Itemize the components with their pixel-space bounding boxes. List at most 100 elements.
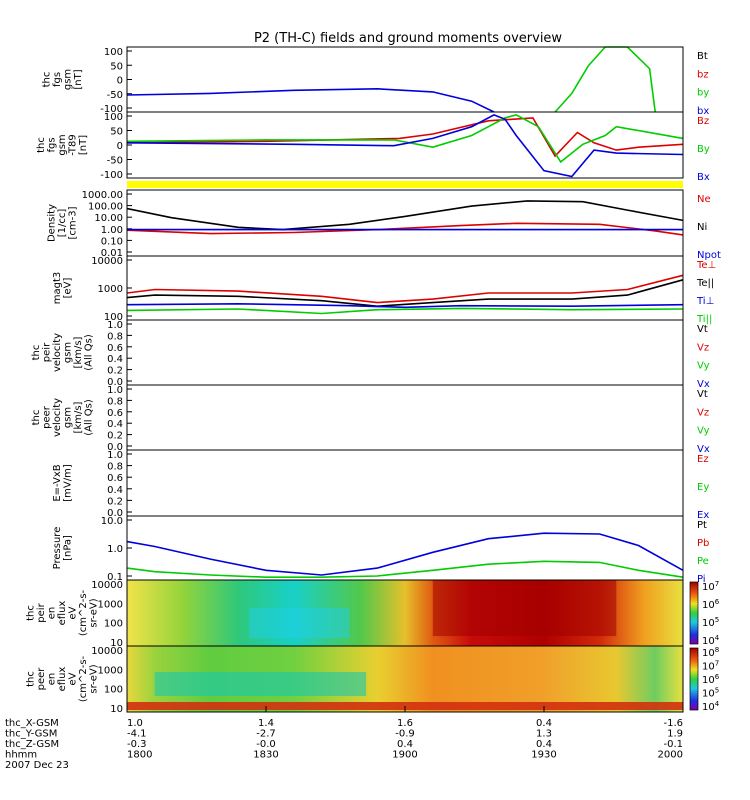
y-tick-label: 1000: [98, 665, 123, 676]
ylabel-line: thc: [26, 605, 37, 621]
series-line-Ne: [126, 222, 684, 236]
series-line-Bx: [126, 114, 684, 178]
series-line-by: [554, 46, 656, 113]
panel-peir_spec: thcpeirenefluxeV(cm^2-s-sr-eV)1000010001…: [26, 579, 720, 649]
ylabel-line: [km/s]: [73, 336, 84, 368]
ylabel-line: thc: [41, 72, 52, 88]
legend-entry: Ni: [697, 222, 707, 233]
panel-frame: [126, 111, 684, 179]
panel-density: Density[1/cc][cm-3]1000.00100.0010.001.0…: [47, 189, 721, 261]
legend-entry: Ey: [697, 482, 709, 493]
colorbar-exponent: 5: [715, 687, 719, 695]
colorbar-exponent: 6: [715, 673, 720, 681]
legend-entry: Vy: [697, 361, 710, 372]
y-tick-label: 0.1: [107, 572, 123, 583]
colorbar-label: 107: [702, 580, 719, 593]
x-row-value: -0.1: [663, 739, 683, 750]
x-row-value: 0.4: [397, 739, 413, 750]
legend-entry: Te⊥: [696, 260, 716, 271]
x-row-label: thc_Z-GSM: [5, 739, 59, 750]
ylabel-line: [nT]: [73, 69, 84, 89]
y-tick-label: 0.4: [107, 419, 123, 430]
panel-temperature: magt3[eV] 10000 1000 100 Te⊥ Te|| Ti⊥ Ti||: [52, 255, 716, 325]
colorbar-exponent: 5: [715, 616, 719, 624]
x-row-value: -4.1: [127, 729, 147, 740]
ylabel-line: en: [47, 673, 58, 686]
ylabel-line: Pressure: [52, 527, 63, 570]
ylabel-line: fgs: [47, 137, 58, 152]
y-tick-label: -100: [100, 170, 123, 181]
colorbar-label: 105: [702, 616, 719, 629]
x-row-value: 1800: [127, 750, 152, 761]
ylabel-line: eflux: [57, 601, 68, 626]
panels: thcfgsgsm[nT]100500-50-100Btbzbybxthcfgs…: [26, 46, 721, 715]
x-row-value: 1930: [531, 750, 556, 761]
ylabel-line: [1/cc]: [57, 209, 68, 238]
y-tick-label: -100: [100, 104, 123, 115]
y-tick-label: 0.0: [107, 442, 123, 453]
y-tick-label: 10.00: [94, 213, 123, 224]
legend-entry: Pi: [697, 574, 706, 585]
panel-frame: [126, 319, 684, 386]
series-line-Pi: [126, 532, 684, 576]
x-row-value: 1.4: [258, 718, 274, 729]
colorbar-exponent: 8: [715, 646, 719, 654]
y-tick-label: 100.00: [88, 202, 123, 213]
colorbar-label: 105: [702, 687, 719, 700]
y-tick-label: 0.8: [107, 396, 123, 407]
legend-entry: Vt: [697, 324, 708, 335]
x-axis-block: thc_X-GSM 1.0 1.4 1.6 0.4 -1.6 thc_Y-GSM -4.1 -2…: [5, 706, 684, 771]
series-line-Te||: [126, 279, 684, 308]
legend-entry: Ne: [697, 194, 711, 205]
legend-entry: Pt: [697, 520, 707, 531]
colorbar-exponent: 4: [715, 700, 720, 708]
y-tick-label: 0.0: [107, 377, 123, 388]
x-row-value: 2000: [658, 750, 683, 761]
ylabel-line: magt3: [52, 272, 63, 305]
y-tick-label: 0.4: [107, 354, 123, 365]
ylabel-line: (All Qs): [83, 334, 94, 371]
x-row-value: 1830: [253, 750, 278, 761]
panel-ylabel: thcfgsgsm-T89[nT]: [36, 134, 89, 156]
y-tick-label: 10000: [91, 256, 123, 267]
legend-entry: Te||: [696, 278, 714, 289]
colorbar-exponent: 7: [715, 580, 719, 588]
y-tick-label: 0.0: [107, 508, 123, 519]
ylabel-line: [nT]: [78, 135, 89, 155]
colorbar-label: 106: [702, 598, 720, 611]
panel-ylabel: thcpeervelocitygsm[km/s](All Qs): [31, 398, 95, 437]
x-row-value: -0.9: [395, 729, 415, 740]
y-tick-label: 0.6: [107, 408, 123, 419]
y-tick-label: 50: [110, 127, 123, 138]
y-tick-label: 0.6: [107, 473, 123, 484]
ylabel-line: Density: [47, 204, 58, 242]
y-tick-label: 0.8: [107, 462, 123, 473]
legend-entry: Pb: [697, 538, 709, 549]
ylabel-line: peer: [41, 405, 52, 429]
y-tick-label: 10: [110, 704, 123, 715]
ylabel-line: [km/s]: [73, 401, 84, 433]
panel-ylabel: magt3[eV]: [52, 272, 74, 305]
y-tick-label: 1000: [98, 599, 123, 610]
legend-entry: Vz: [697, 407, 709, 418]
colorbar-exponent: 7: [715, 660, 719, 668]
panel-peer_spec: thcpeerenefluxeV(cm^2-s-sr-eV)1000010001…: [26, 645, 720, 715]
y-tick-label: 10.0: [101, 516, 123, 527]
y-tick-label: 0.4: [107, 485, 123, 496]
ylabel-line: (cm^2-s-: [78, 589, 89, 636]
y-tick-label: 1000: [98, 284, 123, 295]
colorbar: [689, 647, 699, 711]
y-tick-label: 100: [104, 47, 123, 58]
x-row-value: -0.3: [127, 739, 147, 750]
y-tick-label: 0: [117, 76, 123, 87]
y-tick-label: 100: [104, 685, 123, 696]
plot-title: P2 (TH-C) fields and ground moments over…: [254, 31, 562, 46]
ylabel-line: [cm-3]: [68, 206, 79, 239]
y-tick-label: 0.2: [107, 496, 123, 507]
series-line-bx: [126, 87, 495, 113]
panel-ylabel: Density[1/cc][cm-3]: [47, 204, 79, 242]
colorbar-label: 108: [702, 646, 719, 659]
legend-entry: bx: [697, 106, 709, 117]
y-tick-label: 1.0: [107, 385, 123, 396]
